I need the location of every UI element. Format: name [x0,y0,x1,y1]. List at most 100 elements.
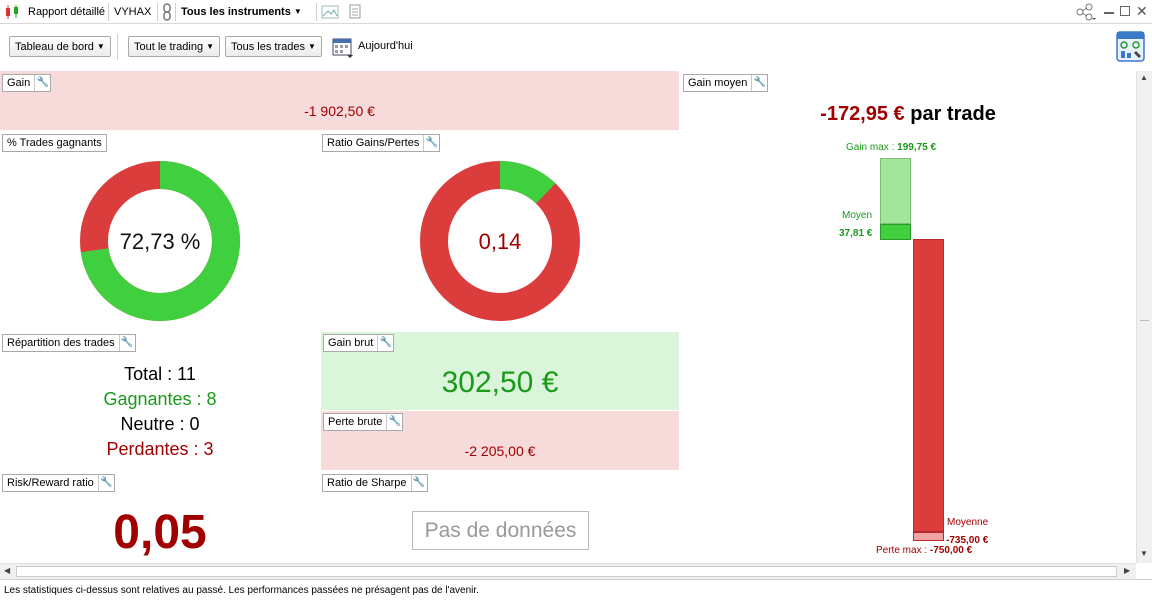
gain-value: -1 902,50 € [304,103,375,119]
perte-brute-header: Perte brute 🔧 [323,413,404,431]
gain-moyen-value: -172,95 € [820,103,905,125]
wrench-icon[interactable]: 🔧 [386,414,402,430]
gain-panel: Gain 🔧 -1 902,50 € [0,71,679,130]
toolbar: Tableau de bord ▼ Tout le trading ▼ Tous l… [0,24,1152,69]
wrench-icon[interactable]: 🔧 [97,475,114,491]
repartition-gagnantes: Gagnantes : 8 [103,389,217,409]
calendar-icon[interactable] [332,36,354,58]
gain-moyen-suffix: par trade [904,103,996,125]
repartition-header: Répartition des trades 🔧 [2,334,136,352]
repartition-panel: Répartition des trades 🔧 Total : 11 Gagn… [0,331,320,471]
candlestick-icon [6,5,18,19]
image-icon[interactable] [321,4,339,20]
gain-max-caption: Gain max : 199,75 € [846,142,936,153]
maximize-icon[interactable] [1120,6,1130,16]
gain-moyen-panel: Gain moyen 🔧 -172,95 € par trade Gain ma… [680,71,1136,563]
ratio-value: 0,14 [478,229,522,254]
gain-max-label: Gain max : [846,142,898,153]
title-bar: Rapport détaillé VYHAX Tous les instrume… [0,0,1152,24]
ratio-panel: Ratio Gains/Pertes 🔧 0,14 [320,131,679,331]
perte-brute-value: -2 205,00 € [464,443,536,459]
wrench-icon[interactable]: 🔧 [751,75,767,91]
gain-moyen-header: Gain moyen 🔧 [683,74,769,92]
donut-win-arc [80,161,240,321]
wrench-icon[interactable]: 🔧 [410,475,427,491]
sharpe-no-data: Pas de données [412,511,589,550]
win-pct-panel: % Trades gagnants 72,73 % [0,131,320,331]
wrench-icon[interactable]: 🔧 [377,335,393,351]
risk-reward-header: Risk/Reward ratio 🔧 [2,474,115,492]
sharpe-header: Ratio de Sharpe 🔧 [322,474,428,492]
gain-label: Gain [7,77,31,89]
perte-max-label: Perte max : [876,545,930,556]
chevron-down-icon: ▼ [206,42,215,51]
loss-avg-bar [913,239,944,532]
gain-max-value: 199,75 € [897,142,937,153]
disclaimer-footer: Les statistiques ci-dessus sont relative… [0,579,1152,597]
ratio-header: Ratio Gains/Pertes 🔧 [322,134,441,152]
gain-moyen-label: Gain moyen [688,77,748,89]
share-icon[interactable] [1075,3,1097,21]
gain-moyen-headline: -172,95 € par trade [680,103,1136,126]
trades-label: Tous les trades [231,41,305,53]
sharpe-panel: Ratio de Sharpe 🔧 Pas de données [320,471,679,563]
account-selector[interactable]: VYHAX [114,6,152,18]
instruments-label: Tous les instruments [181,6,291,18]
repartition-perdantes: Perdantes : 3 [106,439,214,459]
scroll-right-icon[interactable]: ▶ [1124,566,1131,575]
perte-max-value: -750,00 € [929,545,973,556]
ratio-donut [420,161,580,321]
gain-brut-value: 302,50 € [441,366,559,399]
gain-panel-header: Gain 🔧 [2,74,52,92]
win-pct-value: 72,73 % [119,229,201,254]
wrench-icon[interactable]: 🔧 [34,75,50,91]
scroll-thumb[interactable] [16,566,1117,577]
risk-reward-value: 0,05 [113,506,207,559]
gain-max-bar [880,158,911,224]
sharpe-label: Ratio de Sharpe [327,477,407,489]
gain-brut-panel: Gain brut 🔧 302,50 € [321,332,679,410]
date-range[interactable]: Aujourd'hui [358,40,413,52]
moyenne-label: Moyenne [947,517,989,528]
win-pct-header: % Trades gagnants [2,134,107,152]
trades-dropdown[interactable]: Tous les trades ▼ [225,36,322,57]
repartition-neutre: Neutre : 0 [120,414,200,434]
ratio-label: Ratio Gains/Pertes [327,137,420,149]
trading-label: Tout le trading [134,41,204,53]
close-icon[interactable]: ✕ [1136,3,1148,19]
scroll-down-icon[interactable]: ▼ [1140,549,1148,558]
repartition-total: Total : 11 [124,364,196,384]
win-pct-label: % Trades gagnants [7,137,102,149]
dashboard-dropdown[interactable]: Tableau de bord ▼ [9,36,111,57]
vertical-scrollbar[interactable]: ▲ ▼ [1136,71,1152,563]
link-icon[interactable] [162,3,172,21]
document-icon[interactable] [347,4,363,20]
repartition-label: Répartition des trades [7,337,115,349]
scroll-divider [1140,320,1149,321]
gain-brut-header: Gain brut 🔧 [323,334,395,352]
win-pct-donut [80,161,240,321]
perte-brute-panel: Perte brute 🔧 -2 205,00 € [321,411,679,470]
loss-max-bar [913,532,944,541]
gain-brut-label: Gain brut [328,337,374,349]
risk-reward-label: Risk/Reward ratio [7,477,94,489]
moyen-value: 37,81 € [839,228,873,239]
scroll-left-icon[interactable]: ◀ [4,566,11,575]
chevron-down-icon: ▼ [293,7,302,16]
scroll-up-icon[interactable]: ▲ [1140,73,1148,82]
trading-dropdown[interactable]: Tout le trading ▼ [128,36,221,57]
chevron-down-icon: ▼ [96,42,105,51]
gain-avg-bar [880,224,911,240]
horizontal-scrollbar[interactable]: ◀ ▶ [0,563,1136,579]
dashboard-settings-icon[interactable] [1116,31,1146,63]
moyenne-value: -735,00 € [946,535,989,546]
risk-reward-panel: Risk/Reward ratio 🔧 0,05 [0,471,320,563]
donut-win-arc [420,161,580,321]
dashboard-label: Tableau de bord [15,41,94,53]
wrench-icon[interactable]: 🔧 [423,135,439,151]
instruments-dropdown[interactable]: Tous les instruments ▼ [181,0,302,24]
report-title: Rapport détaillé [28,6,106,18]
wrench-icon[interactable]: 🔧 [118,335,135,351]
repartition-list: Total : 11 Gagnantes : 8 Neutre : 0 Perd… [0,362,320,462]
minimize-icon[interactable] [1104,12,1114,14]
